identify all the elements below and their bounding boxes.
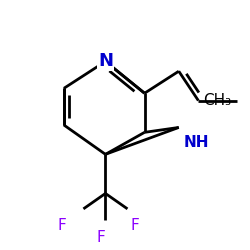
Text: F: F	[57, 218, 66, 233]
Text: F: F	[96, 230, 105, 245]
Text: CH₃: CH₃	[203, 93, 231, 108]
Text: N: N	[98, 52, 113, 70]
Text: NH: NH	[184, 135, 209, 150]
Text: F: F	[131, 218, 140, 233]
